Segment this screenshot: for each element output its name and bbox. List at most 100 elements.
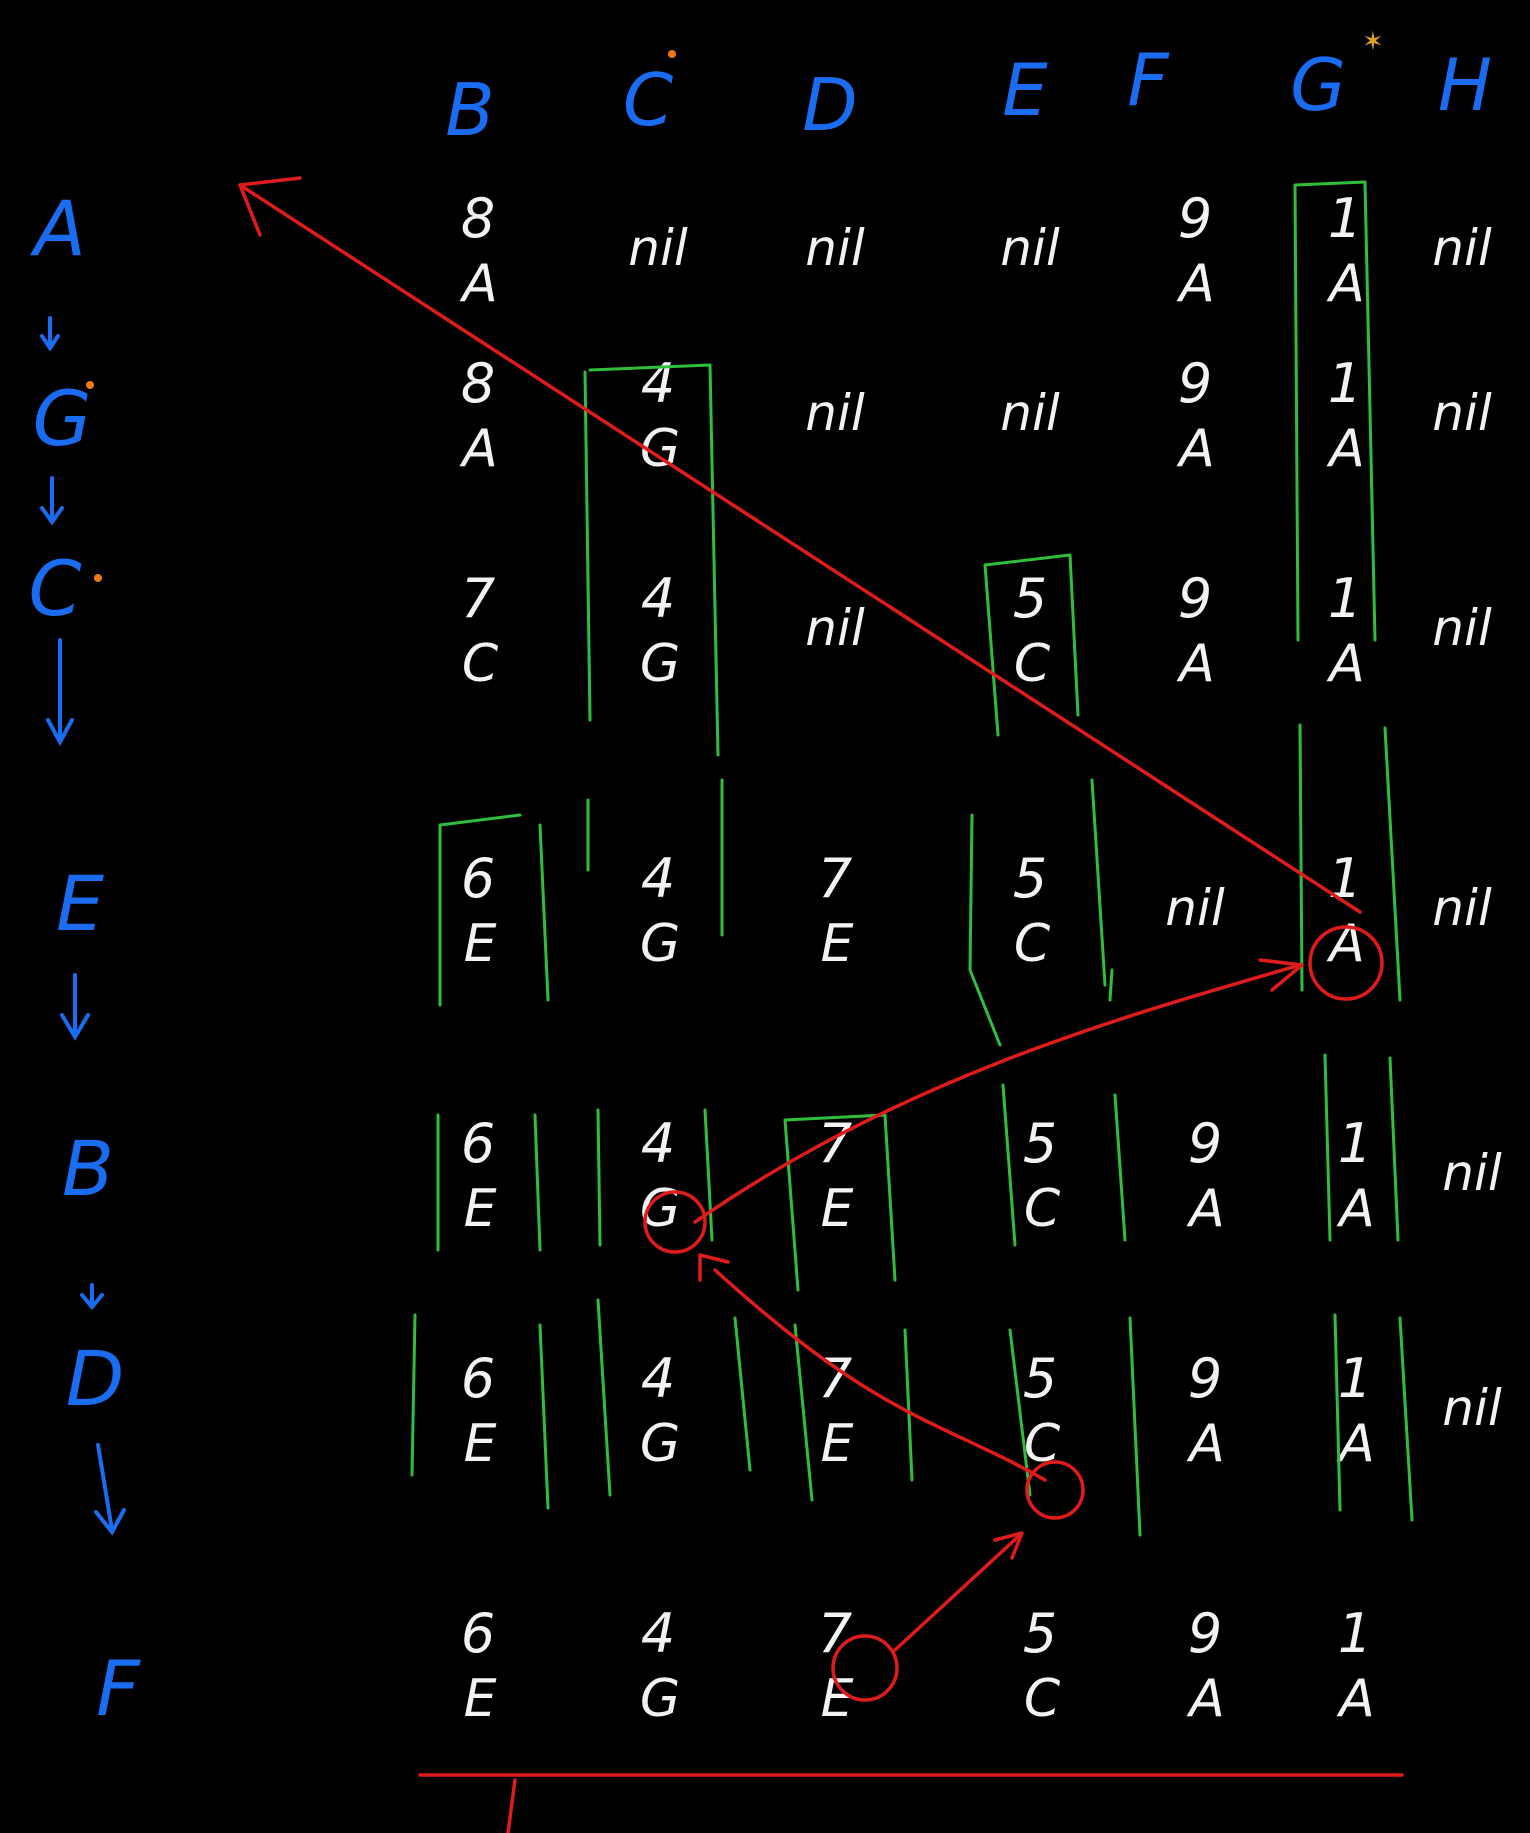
circle-e-row-d xyxy=(1025,1460,1085,1520)
cell-value: 4 xyxy=(641,567,675,630)
column-header-b: B xyxy=(445,68,494,152)
row-label-f: F xyxy=(96,1644,141,1733)
cell-value: nil xyxy=(1442,1144,1502,1202)
cell-value: 5 xyxy=(1013,847,1047,910)
cell-value: 1 xyxy=(1328,847,1362,910)
highlight-box-e-mid xyxy=(968,778,1114,1047)
row-labels: A G C E B D F xyxy=(28,184,141,1733)
cell-parent: E xyxy=(821,1414,854,1474)
cell-value: 9 xyxy=(1178,352,1212,415)
cell-parent: G xyxy=(640,634,680,694)
column-header-h: H xyxy=(1438,43,1492,127)
cell-parent: G xyxy=(640,914,680,974)
cell-parent: A xyxy=(1176,634,1215,694)
cell-value: 5 xyxy=(1013,567,1047,630)
cell-parent: A xyxy=(459,419,498,479)
cell-value: 9 xyxy=(1178,187,1212,250)
arrow-c-to-g xyxy=(698,1253,1047,1482)
cell-parent: A xyxy=(1326,634,1365,694)
cell-parent: A xyxy=(1336,1669,1375,1729)
column-header-c: C xyxy=(623,58,674,142)
cell-value: 9 xyxy=(1188,1347,1222,1410)
cell-parent: E xyxy=(464,1179,497,1239)
down-arrow-4 xyxy=(60,973,90,1041)
cell-parent: E xyxy=(821,914,854,974)
highlight-box-e-low xyxy=(1001,1083,1127,1247)
cell-value: 7 xyxy=(818,847,852,910)
highlight-box-b-low xyxy=(436,1113,542,1252)
cell-parent: G xyxy=(640,1414,680,1474)
cell-parent: A xyxy=(1176,254,1215,314)
row-label-c: C xyxy=(28,544,81,633)
highlight-box-d-low xyxy=(783,1113,897,1292)
cell-parent: G xyxy=(640,1669,680,1729)
column-header-g: G xyxy=(1290,43,1346,127)
row-label-d: D xyxy=(66,1334,125,1423)
cell-value: 4 xyxy=(641,847,675,910)
cell-value: nil xyxy=(1432,384,1492,442)
cell-value: 9 xyxy=(1188,1602,1222,1665)
highlight-box-d-bottom xyxy=(793,1323,914,1502)
down-arrow-5 xyxy=(80,1283,104,1311)
highlight-box-c-mid xyxy=(586,778,724,937)
cell-parent: A xyxy=(1186,1179,1225,1239)
arrow-d-to-c xyxy=(893,1531,1024,1652)
cell-parent: A xyxy=(1186,1414,1225,1474)
green-highlights xyxy=(410,180,1414,1537)
cell-value: 4 xyxy=(641,1112,675,1175)
cell-value: nil xyxy=(1432,879,1492,937)
cell-value: nil xyxy=(1000,219,1060,277)
cell-value: nil xyxy=(1432,599,1492,657)
cell-value: 5 xyxy=(1023,1602,1057,1665)
cell-value: 4 xyxy=(641,352,675,415)
highlight-box-g-low xyxy=(1323,1053,1400,1242)
cell-value: 4 xyxy=(641,1602,675,1665)
column-header-f: F xyxy=(1127,38,1170,122)
cell-value: 8 xyxy=(461,352,495,415)
cell-value: nil xyxy=(805,219,865,277)
cell-value: nil xyxy=(1442,1379,1502,1437)
marker-dot-c xyxy=(668,50,676,58)
down-arrow-2 xyxy=(40,476,64,526)
cell-value: 7 xyxy=(818,1347,852,1410)
red-path xyxy=(238,176,1404,1833)
cell-parent: E xyxy=(464,914,497,974)
cell-value: 1 xyxy=(1338,1347,1372,1410)
row-label-g: G xyxy=(33,374,92,463)
column-header-e: E xyxy=(1002,48,1048,132)
cell-value: 6 xyxy=(461,1347,495,1410)
highlight-box-c-bottom xyxy=(596,1298,752,1497)
long-diagonal-arrow xyxy=(238,176,1362,914)
highlight-box-e-bottom xyxy=(1008,1316,1142,1537)
row-label-e: E xyxy=(56,859,104,948)
highlight-box-e-top xyxy=(983,553,1080,737)
circle-d-row-f xyxy=(831,1634,899,1702)
star-marker-g: ✶ xyxy=(1362,27,1384,57)
cell-parent: C xyxy=(1024,1669,1061,1729)
cell-value: 1 xyxy=(1338,1112,1372,1175)
cell-parent: A xyxy=(1176,419,1215,479)
cell-value: 1 xyxy=(1328,352,1362,415)
highlight-box-c-low xyxy=(596,1108,714,1247)
cell-value: 1 xyxy=(1338,1602,1372,1665)
cell-parent: E xyxy=(464,1669,497,1729)
cell-value: 9 xyxy=(1188,1112,1222,1175)
cell-parent: C xyxy=(462,634,499,694)
cell-value: 6 xyxy=(461,847,495,910)
cell-parent: A xyxy=(1336,1179,1375,1239)
highlight-box-g-mid xyxy=(1298,723,1402,1002)
cell-value: 9 xyxy=(1178,567,1212,630)
cell-parent: A xyxy=(1186,1669,1225,1729)
highlight-box-g-top xyxy=(1293,180,1377,642)
cell-value: 1 xyxy=(1328,187,1362,250)
cell-value: 6 xyxy=(461,1112,495,1175)
cell-parent: A xyxy=(1326,254,1365,314)
marker-dot-g xyxy=(86,381,94,389)
row-label-b: B xyxy=(62,1124,114,1213)
down-arrow-6 xyxy=(94,1443,126,1536)
bottom-underline xyxy=(418,1773,1404,1833)
cell-value: nil xyxy=(628,219,688,277)
row-label-a: A xyxy=(29,184,86,273)
cell-parent: E xyxy=(464,1414,497,1474)
